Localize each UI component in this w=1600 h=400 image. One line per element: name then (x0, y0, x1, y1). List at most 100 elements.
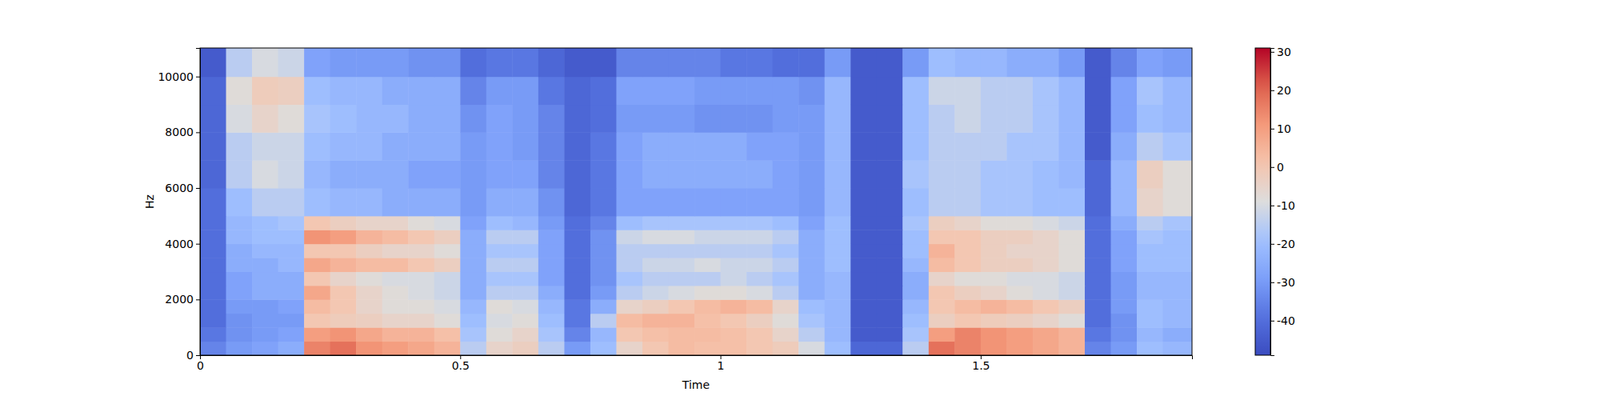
heatmap-cell (434, 327, 461, 342)
heatmap-cell (642, 244, 669, 259)
tick: 4000 (164, 237, 200, 251)
heatmap-cell (928, 257, 956, 272)
heatmap-cell (564, 104, 591, 133)
heatmap-cell (304, 313, 331, 328)
heatmap-cell (876, 104, 904, 133)
heatmap-cell (1006, 285, 1033, 300)
heatmap-cell (850, 327, 877, 342)
heatmap-cell (798, 76, 825, 105)
heatmap-cell (252, 313, 279, 328)
heatmap-cell (252, 341, 279, 356)
heatmap-cell (798, 257, 825, 272)
heatmap-cell (538, 272, 565, 287)
heatmap-cell (954, 76, 981, 105)
heatmap-cell (798, 104, 825, 133)
heatmap-cell (226, 188, 253, 216)
heatmap-cell (460, 327, 487, 342)
heatmap-cell (1032, 48, 1060, 77)
heatmap-cell (1163, 341, 1192, 356)
heatmap-cell (408, 104, 435, 133)
heatmap-cell (408, 188, 435, 216)
heatmap-cell (798, 327, 825, 342)
heatmap-cell (616, 313, 643, 328)
heatmap-cell (824, 188, 852, 216)
heatmap-cell (720, 104, 748, 133)
heatmap-cell (1136, 132, 1164, 160)
heatmap-cell (486, 216, 513, 231)
heatmap-cell (200, 216, 227, 231)
heatmap-cell (1032, 285, 1060, 300)
heatmap-cell (1163, 244, 1192, 259)
heatmap-cell (252, 229, 279, 244)
heatmap-cell (330, 104, 357, 133)
heatmap-cell (252, 188, 279, 216)
heatmap-cell (564, 299, 591, 314)
heatmap-cell (1136, 216, 1164, 231)
heatmap-cell (746, 132, 773, 160)
heatmap-cell (1111, 299, 1138, 314)
heatmap-cell (486, 48, 513, 77)
tick-mark (1270, 128, 1275, 130)
heatmap-cell (928, 188, 956, 216)
heatmap-cell (772, 229, 800, 244)
heatmap-cell (642, 76, 669, 105)
heatmap-cell (980, 160, 1008, 188)
plot-frame (200, 48, 1192, 356)
heatmap-cell (356, 272, 383, 287)
heatmap-cell (772, 341, 800, 356)
heatmap-cell (1058, 327, 1085, 342)
heatmap-cell (434, 216, 461, 231)
heatmap-cell (720, 160, 748, 188)
heatmap-cell (954, 285, 981, 300)
heatmap-cell (694, 216, 721, 231)
heatmap-cell (1136, 188, 1164, 216)
heatmap-cell (720, 76, 748, 105)
heatmap-cell (668, 229, 696, 244)
y-axis-title: Hz (143, 194, 156, 209)
heatmap-cell (720, 229, 748, 244)
heatmap-cell (876, 313, 904, 328)
heatmap-cell (1136, 229, 1164, 244)
heatmap-cell (382, 132, 409, 160)
heatmap-cell (746, 272, 773, 287)
heatmap-cell (720, 257, 748, 272)
heatmap-cell (304, 327, 331, 342)
heatmap-cell (850, 244, 877, 259)
tick-label: 20 (1276, 84, 1292, 97)
heatmap-cell (1032, 76, 1060, 105)
heatmap-cell (1163, 76, 1192, 105)
heatmap-cell (486, 244, 513, 259)
heatmap-cell (278, 285, 305, 300)
heatmap-cell (928, 327, 956, 342)
heatmap-cell (824, 327, 852, 342)
heatmap-cell (408, 48, 435, 77)
heatmap-cell (720, 244, 748, 259)
heatmap-cell (538, 229, 565, 244)
heatmap-cell (382, 299, 409, 314)
heatmap-cell (408, 160, 435, 188)
heatmap-cell (200, 160, 227, 188)
heatmap-cell (954, 341, 981, 356)
heatmap-cell (226, 76, 253, 105)
heatmap-cell (304, 341, 331, 356)
heatmap-cell (356, 327, 383, 342)
heatmap-cell (252, 299, 279, 314)
heatmap-cell (512, 229, 539, 244)
heatmap-cell (1111, 76, 1138, 105)
heatmap-cell (668, 160, 696, 188)
heatmap-cell (486, 299, 513, 314)
heatmap-cell (512, 244, 539, 259)
heatmap-cell (590, 229, 617, 244)
heatmap-cell (330, 285, 357, 300)
heatmap-cell (486, 257, 513, 272)
tick-label: 2000 (164, 292, 194, 306)
heatmap-cell (1032, 216, 1060, 231)
heatmap-cell (1163, 216, 1192, 231)
heatmap-cell (850, 229, 877, 244)
heatmap-cell (538, 341, 565, 356)
heatmap-cell (902, 285, 929, 300)
heatmap-cell (1058, 104, 1085, 133)
heatmap-cell (200, 327, 227, 342)
heatmap-cell (538, 160, 565, 188)
heatmap-cell (772, 244, 800, 259)
